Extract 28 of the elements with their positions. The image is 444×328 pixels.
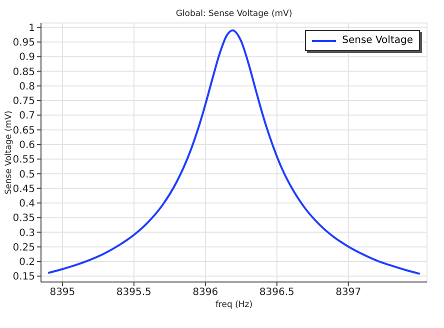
y-tick-label: 0.85 [12,66,35,78]
x-tick-label: 8397 [336,287,362,298]
y-tick-label: 0.65 [12,125,35,136]
y-tick-label: 0.3 [19,228,35,239]
y-tick-label: 0.8 [19,81,35,92]
y-tick-label: 1 [28,22,35,34]
y-tick-label: 0.25 [12,242,35,254]
x-tick-label: 8395.5 [116,287,152,298]
y-tick-label: 0.75 [12,96,35,108]
y-tick-label: 0.45 [12,184,35,195]
y-tick-label: 0.6 [19,140,35,151]
y-tick-label: 0.7 [19,110,35,122]
y-tick-label: 0.35 [12,213,35,224]
y-tick-label: 0.15 [12,272,35,283]
x-tick-label: 8396.5 [259,287,294,298]
y-tick-label: 0.95 [12,38,35,49]
legend-label: Sense Voltage [342,35,413,46]
y-axis-title: Sense Voltage (mV) [4,110,14,194]
y-tick-label: 0.2 [19,257,35,268]
chart-title: Global: Sense Voltage (mV) [174,9,294,19]
y-tick-label: 0.5 [19,169,35,180]
y-tick-label: 0.4 [19,198,35,210]
y-tick-label: 0.9 [19,52,35,64]
x-tick-label: 8395 [50,287,76,298]
x-tick-label: 8396 [192,287,218,298]
x-axis-title: freq (Hz) [215,300,253,310]
line-series [47,29,421,275]
y-tick-label: 0.55 [12,154,35,166]
